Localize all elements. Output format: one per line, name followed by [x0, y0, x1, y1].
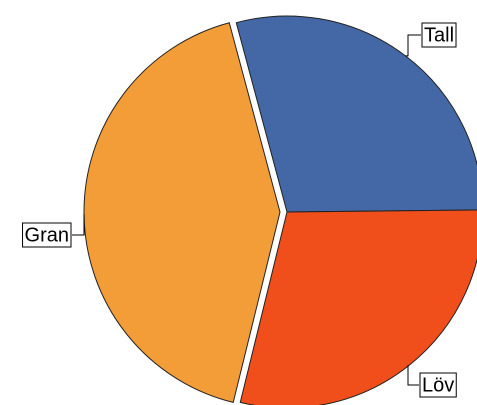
label-box — [421, 22, 457, 48]
slice-label-text: Tall — [424, 24, 454, 46]
slice-label-text: Löv — [422, 374, 454, 396]
slice-label: Löv — [419, 372, 457, 398]
slice-label-text: Gran — [25, 224, 69, 246]
pie-slice — [83, 22, 281, 404]
leader-line — [72, 214, 85, 236]
slice-label: Tall — [421, 22, 457, 48]
pie-slice — [235, 15, 477, 213]
leader-line — [407, 365, 419, 386]
label-box — [22, 222, 72, 248]
slice-label: Gran — [22, 222, 72, 248]
label-box — [419, 372, 457, 398]
leader-line — [405, 34, 421, 57]
